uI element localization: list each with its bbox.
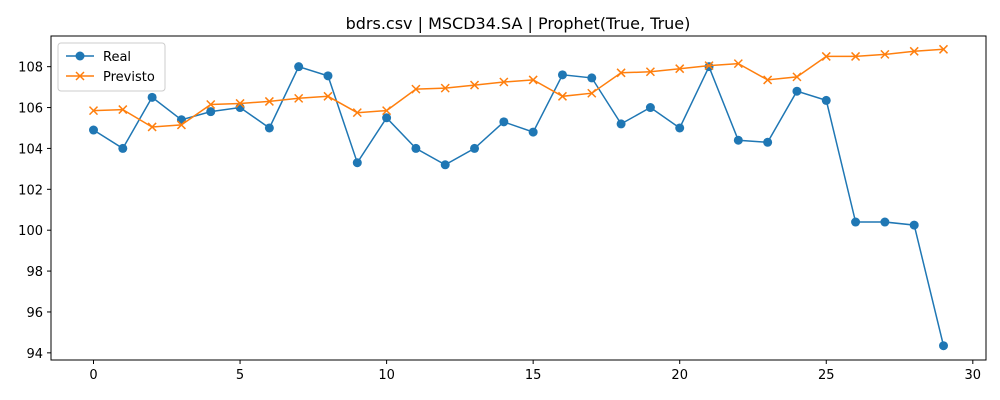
data-point-real [499,117,509,127]
series-line-real [93,64,945,346]
data-point-real [616,119,626,129]
y-tick-label: 108 [18,61,43,76]
y-tick-label: 98 [26,265,43,280]
legend-box [57,42,166,92]
data-point-previsto [440,83,450,93]
data-point-real [587,73,597,83]
data-point-real [264,123,274,133]
data-point-previsto [645,67,655,77]
data-point-previsto [792,72,802,82]
data-point-previsto [704,61,714,71]
y-tick-label: 96 [26,306,43,321]
x-tick-label: 5 [236,368,244,383]
data-point-previsto [235,98,245,108]
y-tick-label: 94 [26,347,43,362]
data-point-real [821,95,831,105]
data-point-previsto [352,108,362,118]
data-point-real [763,137,773,147]
data-point-real [880,217,890,227]
data-point-real [851,217,861,227]
y-tick-label: 100 [18,224,43,239]
data-point-real [118,143,128,153]
x-tick-label: 20 [671,368,688,383]
data-point-previsto [411,84,421,94]
x-tick-label: 15 [525,368,542,383]
data-point-real [675,123,685,133]
data-point-real [939,341,948,351]
data-point-previsto [528,75,538,85]
data-point-real [147,92,157,102]
series-previsto [88,44,949,132]
data-point-previsto [499,77,509,87]
data-point-previsto [675,64,685,74]
chart-title: bdrs.csv | MSCD34.SA | Prophet(True, Tru… [346,14,691,33]
data-point-real [323,71,333,81]
data-point-previsto [118,105,128,115]
y-tick-label: 102 [18,183,43,198]
x-tick-label: 0 [89,368,97,383]
legend-label-real: Real [103,50,131,65]
data-point-previsto [763,75,773,85]
data-point-previsto [206,99,216,110]
data-point-previsto [176,120,186,130]
series-line-previsto [93,48,944,128]
data-point-real [909,220,919,230]
x-tick-label: 30 [965,368,982,383]
data-point-previsto [264,96,274,106]
data-point-previsto [880,49,890,59]
data-point-real [352,158,362,168]
data-point-real [470,143,480,153]
plot-area [50,35,987,361]
data-point-real [206,107,216,117]
legend: Real Previsto [57,42,166,92]
legend-label-previsto: Previsto [103,70,155,85]
data-point-real [440,160,450,170]
data-point-real [528,127,538,137]
data-point-real [294,62,304,72]
legend-marker-real [75,51,85,61]
y-tick-label: 104 [18,142,43,157]
data-point-real [792,86,802,96]
data-point-previsto [147,122,157,132]
data-point-previsto [821,51,831,61]
data-point-real [557,70,567,80]
data-point-previsto [294,93,304,103]
data-point-real [89,125,98,135]
data-point-previsto [616,68,626,78]
data-point-previsto [587,88,597,98]
data-point-previsto [909,46,919,56]
data-point-previsto [88,106,99,116]
data-point-previsto [557,91,567,101]
data-point-real [382,113,392,123]
data-point-previsto [382,106,392,116]
legend-marker-previsto [75,71,85,81]
data-point-real [733,135,743,145]
data-point-previsto [470,80,480,90]
data-point-previsto [323,91,333,101]
x-tick-label: 25 [818,368,835,383]
data-point-real [645,103,655,113]
y-tick-label: 106 [18,102,43,117]
axes: 0 5 10 15 20 25 30 94 96 98 100 102 104 106 108 [18,61,981,383]
data-point-previsto [851,51,861,61]
data-point-real [411,143,421,153]
data-point-previsto [733,59,743,69]
series-layer [88,44,949,351]
series-real [89,62,948,351]
x-tick-label: 10 [378,368,395,383]
data-point-previsto [938,44,949,54]
